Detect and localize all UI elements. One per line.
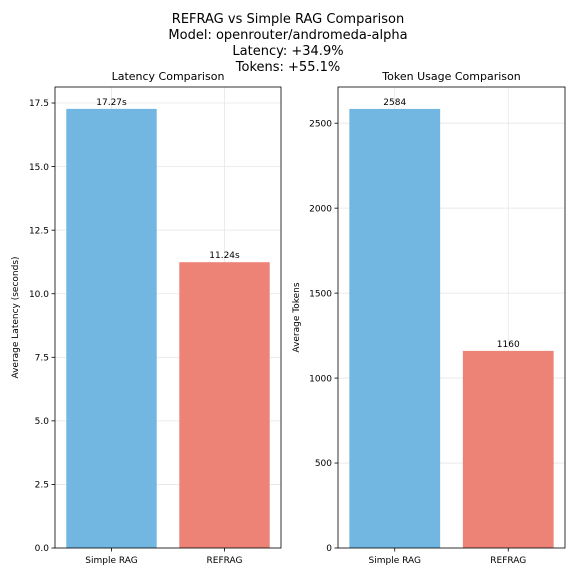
bar-simple-rag (66, 108, 157, 549)
y-tick-label: 500 (315, 459, 332, 469)
suptitle-line-3: Latency: +34.9% (232, 44, 343, 59)
y-tick-label: 2.5 (35, 481, 49, 491)
axes-frame (54, 86, 282, 549)
axes-frame (337, 86, 566, 549)
bar-refrag (462, 350, 554, 548)
bar-value-label: 2584 (383, 98, 406, 108)
x-tick-label: REFRAG (490, 556, 526, 566)
suptitle-line-1: REFRAG vs Simple RAG Comparison (172, 12, 404, 27)
x-tick-label: Simple RAG (85, 556, 137, 566)
y-axis-label: Average Latency (seconds) (11, 256, 21, 378)
y-axis-label: Average Tokens (292, 282, 302, 352)
x-tick-label: REFRAG (207, 556, 243, 566)
suptitle-line-2: Model: openrouter/andromeda-alpha (168, 28, 407, 43)
bar-value-label: 17.27s (96, 98, 127, 108)
y-tick-label: 5.0 (35, 417, 50, 427)
y-tick-label: 2000 (309, 204, 332, 214)
token-usage-chart: 2584 1160 0 500 1000 1500 2000 2500 Simple RAG RE… (292, 70, 566, 566)
y-tick-label: 2500 (309, 119, 332, 129)
y-tick-label: 10.0 (29, 290, 49, 300)
suptitle-line-4: Tokens: +55.1% (235, 60, 340, 75)
latency-chart: 17.27s 11.24s 0.0 2.5 5.0 7.5 10.0 12.5 15.0 17.5… (11, 70, 282, 566)
y-tick-label: 17.5 (29, 99, 49, 109)
x-tick-label: Simple RAG (369, 556, 421, 566)
y-tick-label: 15.0 (29, 163, 49, 173)
latency-chart-title: Latency Comparison (112, 70, 225, 83)
bar-refrag (179, 262, 270, 548)
y-tick-label: 12.5 (29, 226, 49, 236)
y-tick-label: 1000 (309, 374, 332, 384)
figure-suptitle: REFRAG vs Simple RAG Comparison Model: o… (168, 12, 407, 75)
y-tick-label: 0 (326, 544, 332, 554)
bar-value-label: 11.24s (209, 251, 240, 261)
tokens-chart-title: Token Usage Comparison (381, 70, 520, 83)
bar-simple-rag (349, 108, 441, 548)
bar-value-label: 1160 (497, 340, 520, 350)
y-tick-label: 0.0 (35, 544, 50, 554)
y-tick-label: 1500 (309, 289, 332, 299)
y-tick-label: 7.5 (35, 353, 49, 363)
